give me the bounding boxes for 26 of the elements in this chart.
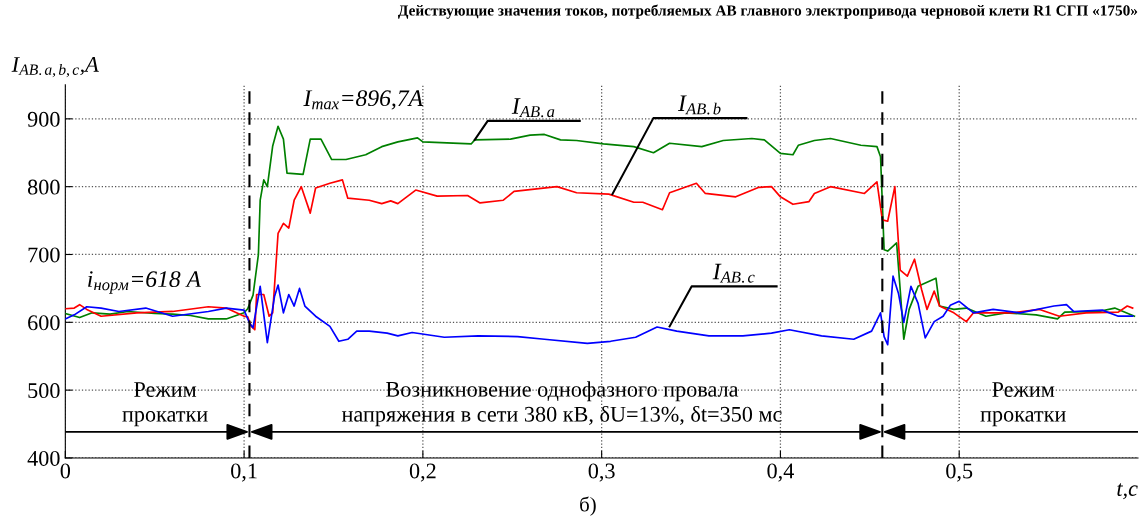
y-axis-title: I$_{AB.a,b,c}$,A: [11, 57, 99, 78]
x-tick-label: 0: [60, 463, 71, 479]
y-tick-label: 900: [27, 111, 60, 127]
x-tick-label: 0,1: [231, 463, 257, 482]
annotation: Режим прокатки: [980, 382, 1066, 427]
x-tick-label: 0,5: [946, 463, 973, 482]
y-tick-label: 800: [27, 179, 60, 195]
x-axis-title: t,c: [1117, 483, 1138, 500]
y-tick-label: 400: [27, 450, 60, 466]
x-tick-label: 0,4: [767, 463, 794, 482]
annotation: I$_{AB.b}$: [677, 95, 721, 115]
annotation: I$_{AB.c}$: [712, 263, 755, 283]
chart-title: Действующие значения токов, потребляемых АВ главного электропривода черновой клети R1 СГП «1750»: [398, 4, 1138, 19]
annotation: i$_{норм}$=618 A: [88, 271, 202, 294]
annotation: Возникновение однофазного провала напряжения в сети 380 кВ, δU=13%, δt=350 мс: [341, 381, 782, 427]
y-tick-label: 600: [28, 315, 60, 331]
annotation: Режим прокатки: [122, 382, 208, 427]
y-tick-label: 700: [28, 247, 60, 263]
line-series: [65, 179, 1134, 331]
annotation: I$_{AB.a}$: [511, 98, 555, 118]
annotation: I$_{max}$=896,7A: [303, 90, 424, 110]
y-tick-label: 500: [28, 383, 60, 399]
x-tick-label: 0,3: [588, 463, 615, 482]
x-tick-label: 0,2: [409, 463, 436, 482]
text: б): [580, 496, 596, 516]
line-series: [65, 125, 1136, 341]
